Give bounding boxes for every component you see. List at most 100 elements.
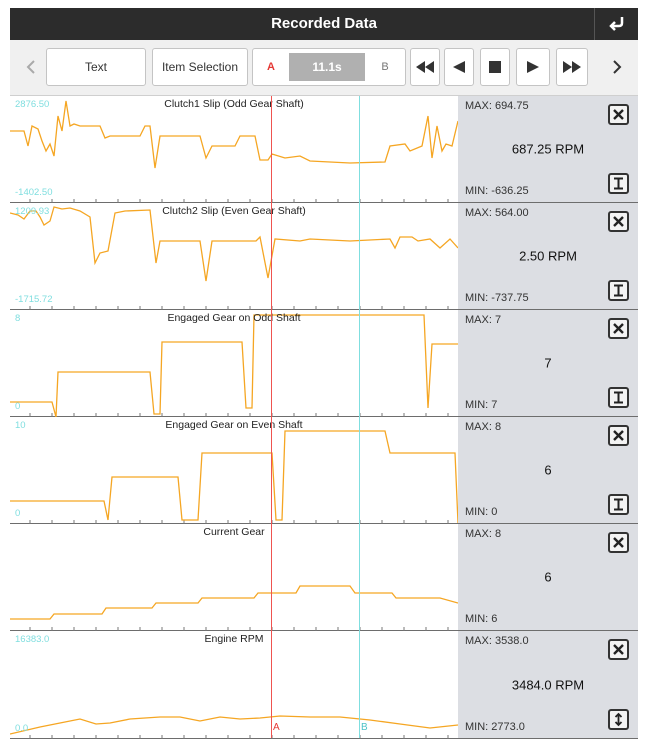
fast-forward-button[interactable]	[556, 48, 588, 86]
row-title: Engaged Gear on Odd Shaft	[167, 312, 301, 324]
current-value: 6	[544, 569, 552, 585]
text-cursor-icon	[614, 498, 623, 511]
row-title: Current Gear	[203, 526, 265, 538]
play-button[interactable]	[516, 48, 550, 86]
graph-area[interactable]: Current Gear	[10, 524, 458, 631]
info-panel: MAX: 3538.0 3484.0 RPM MIN: 2773.0	[458, 631, 638, 738]
row-title: Engine RPM	[204, 633, 264, 645]
min-value: MIN: -737.75	[465, 292, 529, 304]
fast-forward-icon	[563, 61, 581, 73]
scale-button[interactable]	[608, 173, 629, 194]
close-icon	[613, 537, 624, 548]
trace-graph	[10, 100, 458, 203]
play-icon	[527, 61, 539, 73]
return-arrow-icon	[609, 17, 624, 31]
info-panel: MAX: 8 6 MIN: 6	[458, 524, 638, 630]
fast-rewind-button[interactable]	[410, 48, 440, 86]
play-reverse-icon	[453, 61, 465, 73]
min-value: MIN: 0	[465, 506, 498, 518]
text-button[interactable]: Text	[46, 48, 146, 86]
text-cursor-icon	[614, 284, 623, 297]
toolbar: Text Item Selection A 11.1s B	[10, 40, 638, 96]
remove-row-button[interactable]	[608, 211, 629, 232]
y-max-label: 2876.50	[15, 99, 50, 110]
window-title: Recorded Data	[271, 15, 377, 32]
max-value: MAX: 7	[465, 314, 502, 326]
scale-button[interactable]	[608, 709, 629, 730]
row-title: Clutch1 Slip (Odd Gear Shaft)	[164, 98, 304, 110]
marker-a-label: A	[273, 722, 280, 733]
back-button[interactable]	[594, 8, 638, 40]
current-value: 2.50 RPM	[519, 248, 577, 264]
signal-trace	[10, 585, 458, 620]
scroll-right-button[interactable]	[604, 48, 630, 86]
remove-row-button[interactable]	[608, 425, 629, 446]
info-panel: MAX: 7 7 MIN: 7	[458, 310, 638, 416]
ab-marker-control: A 11.1s B	[252, 48, 406, 86]
graph-area[interactable]: Engaged Gear on Even Shaft 10 0	[10, 417, 458, 524]
marker-b-label: B	[361, 722, 368, 733]
y-max-label: 8	[15, 313, 21, 324]
min-value: MIN: 6	[465, 613, 498, 625]
y-min-label: 0.0	[15, 723, 29, 734]
info-panel: MAX: 694.75 687.25 RPM MIN: -636.25	[458, 96, 638, 202]
marker-a-button[interactable]: A	[267, 61, 275, 73]
data-row-current-gear: Current Gear MAX: 8 6 MIN: 6	[10, 524, 638, 631]
trace-graph	[10, 314, 458, 417]
scale-button[interactable]	[608, 494, 629, 515]
current-value: 3484.0 RPM	[511, 677, 585, 692]
text-cursor-icon	[614, 177, 623, 190]
row-title: Engaged Gear on Even Shaft	[165, 419, 303, 431]
marker-a-line[interactable]	[271, 96, 272, 738]
graph-area[interactable]: Clutch2 Slip (Even Gear Shaft) 1209.93 -…	[10, 203, 458, 310]
marker-b-button[interactable]: B	[381, 61, 389, 73]
max-value: MAX: 564.00	[465, 207, 529, 219]
graph-area[interactable]: Engine RPM 16383.0 0.0	[10, 631, 458, 739]
close-icon	[613, 430, 624, 441]
signal-trace	[10, 206, 458, 282]
scale-button[interactable]	[608, 280, 629, 301]
max-value: MAX: 8	[465, 528, 502, 540]
remove-row-button[interactable]	[608, 532, 629, 553]
remove-row-button[interactable]	[608, 104, 629, 125]
max-value: MAX: 3538.0	[465, 635, 529, 647]
y-min-label: -1715.72	[15, 294, 53, 305]
current-value: 7	[544, 355, 552, 371]
info-panel: MAX: 564.00 2.50 RPM MIN: -737.75	[458, 203, 638, 309]
current-value: 6	[544, 462, 552, 478]
graph-area[interactable]: Engaged Gear on Odd Shaft 8 0	[10, 310, 458, 417]
scale-button[interactable]	[608, 387, 629, 408]
trace-graph	[10, 715, 458, 739]
current-value: 687.25 RPM	[511, 141, 585, 157]
remove-row-button[interactable]	[608, 639, 629, 660]
close-icon	[613, 323, 624, 334]
info-panel: MAX: 8 6 MIN: 0	[458, 417, 638, 523]
stop-icon	[489, 61, 501, 73]
scroll-left-button[interactable]	[18, 48, 44, 86]
min-value: MIN: 2773.0	[465, 721, 525, 733]
item-selection-button[interactable]: Item Selection	[152, 48, 248, 86]
max-value: MAX: 8	[465, 421, 502, 433]
data-row-clutch2-slip: Clutch2 Slip (Even Gear Shaft) 1209.93 -…	[10, 203, 638, 310]
close-icon	[613, 109, 624, 120]
marker-b-line[interactable]	[359, 96, 360, 738]
signal-trace	[10, 100, 458, 169]
title-bar: Recorded Data	[10, 8, 638, 40]
close-icon	[613, 644, 624, 655]
chevron-right-icon	[613, 60, 622, 74]
data-row-odd-gear: Engaged Gear on Odd Shaft 8 0 MAX: 7 7 M…	[10, 310, 638, 417]
signal-trace	[10, 430, 458, 524]
min-value: MIN: -636.25	[465, 185, 529, 197]
graph-area[interactable]: Clutch1 Slip (Odd Gear Shaft) 2876.50 -1…	[10, 96, 458, 203]
signal-trace	[10, 715, 458, 735]
y-max-label: 16383.0	[15, 634, 50, 645]
stop-button[interactable]	[480, 48, 510, 86]
min-value: MIN: 7	[465, 399, 498, 411]
text-cursor-icon	[614, 391, 623, 404]
time-readout: 11.1s	[289, 53, 365, 81]
data-row-engine-rpm: Engine RPM 16383.0 0.0 MAX: 3538.0 3484.…	[10, 631, 638, 739]
remove-row-button[interactable]	[608, 318, 629, 339]
step-back-button[interactable]	[444, 48, 474, 86]
max-value: MAX: 694.75	[465, 100, 529, 112]
signal-trace	[10, 314, 458, 417]
